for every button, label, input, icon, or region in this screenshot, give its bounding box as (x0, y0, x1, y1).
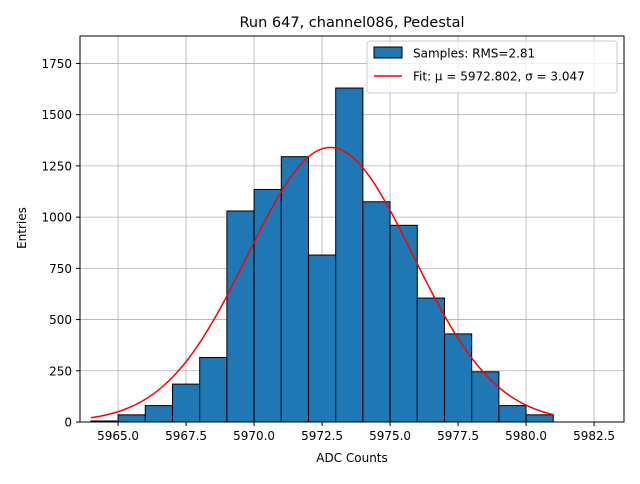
plot-area: 5965.0 5967.5 5970.0 5972.5 5975.0 5977.5 5980… (41, 35, 625, 443)
y-tick-label: 500 (49, 313, 72, 327)
fit-curve (90, 146, 554, 419)
legend-hist-label: Samples: RMS=2.81 (413, 47, 535, 61)
x-axis-label: ADC Counts (316, 451, 388, 465)
y-tick-label: 750 (49, 262, 72, 276)
legend: Samples: RMS=2.81 Fit: μ = 5972.802, σ =… (366, 40, 618, 94)
histogram-bar (117, 414, 146, 423)
histogram-bar (335, 87, 364, 423)
y-tick-label: 1500 (41, 108, 72, 122)
histogram-bar (144, 405, 173, 423)
x-tick-label: 5970.0 (233, 429, 275, 443)
histogram-bar (362, 201, 391, 423)
histogram-bar (498, 405, 527, 423)
y-tick-label: 1250 (41, 159, 72, 173)
y-tick-label: 250 (49, 364, 72, 378)
x-tick-label: 5982.5 (573, 429, 615, 443)
histogram-bar (525, 414, 554, 423)
histogram-bar (171, 383, 201, 423)
legend-fit-label: Fit: μ = 5972.802, σ = 3.047 (413, 70, 585, 84)
y-axis-label: Entries (15, 207, 29, 249)
x-tick-label: 5972.5 (301, 429, 343, 443)
histogram-bar (471, 371, 500, 423)
chart-title: Run 647, channel086, Pedestal (239, 15, 464, 31)
y-tick-label: 0 (64, 416, 72, 430)
x-tick-label: 5977.5 (437, 429, 479, 443)
x-tick-label: 5975.0 (369, 429, 411, 443)
x-tick-label: 5980.0 (505, 429, 547, 443)
histogram-bar (443, 333, 473, 423)
histogram-bar (307, 254, 337, 423)
histogram-bar (416, 297, 445, 423)
legend-frame (366, 40, 618, 94)
y-tick-label: 1750 (41, 57, 72, 71)
histogram-bar (226, 210, 255, 423)
legend-hist-swatch (373, 46, 403, 59)
axes-frame (79, 35, 625, 423)
y-tick-label: 1000 (41, 211, 72, 225)
x-tick-label: 5967.5 (165, 429, 207, 443)
histogram-bar (199, 356, 228, 423)
x-tick-label: 5965.0 (97, 429, 139, 443)
histogram-bar (280, 156, 309, 423)
histogram-bar (253, 188, 282, 423)
